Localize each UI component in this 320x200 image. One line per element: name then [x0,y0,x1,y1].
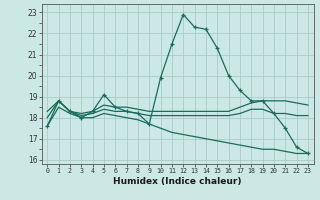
X-axis label: Humidex (Indice chaleur): Humidex (Indice chaleur) [113,177,242,186]
